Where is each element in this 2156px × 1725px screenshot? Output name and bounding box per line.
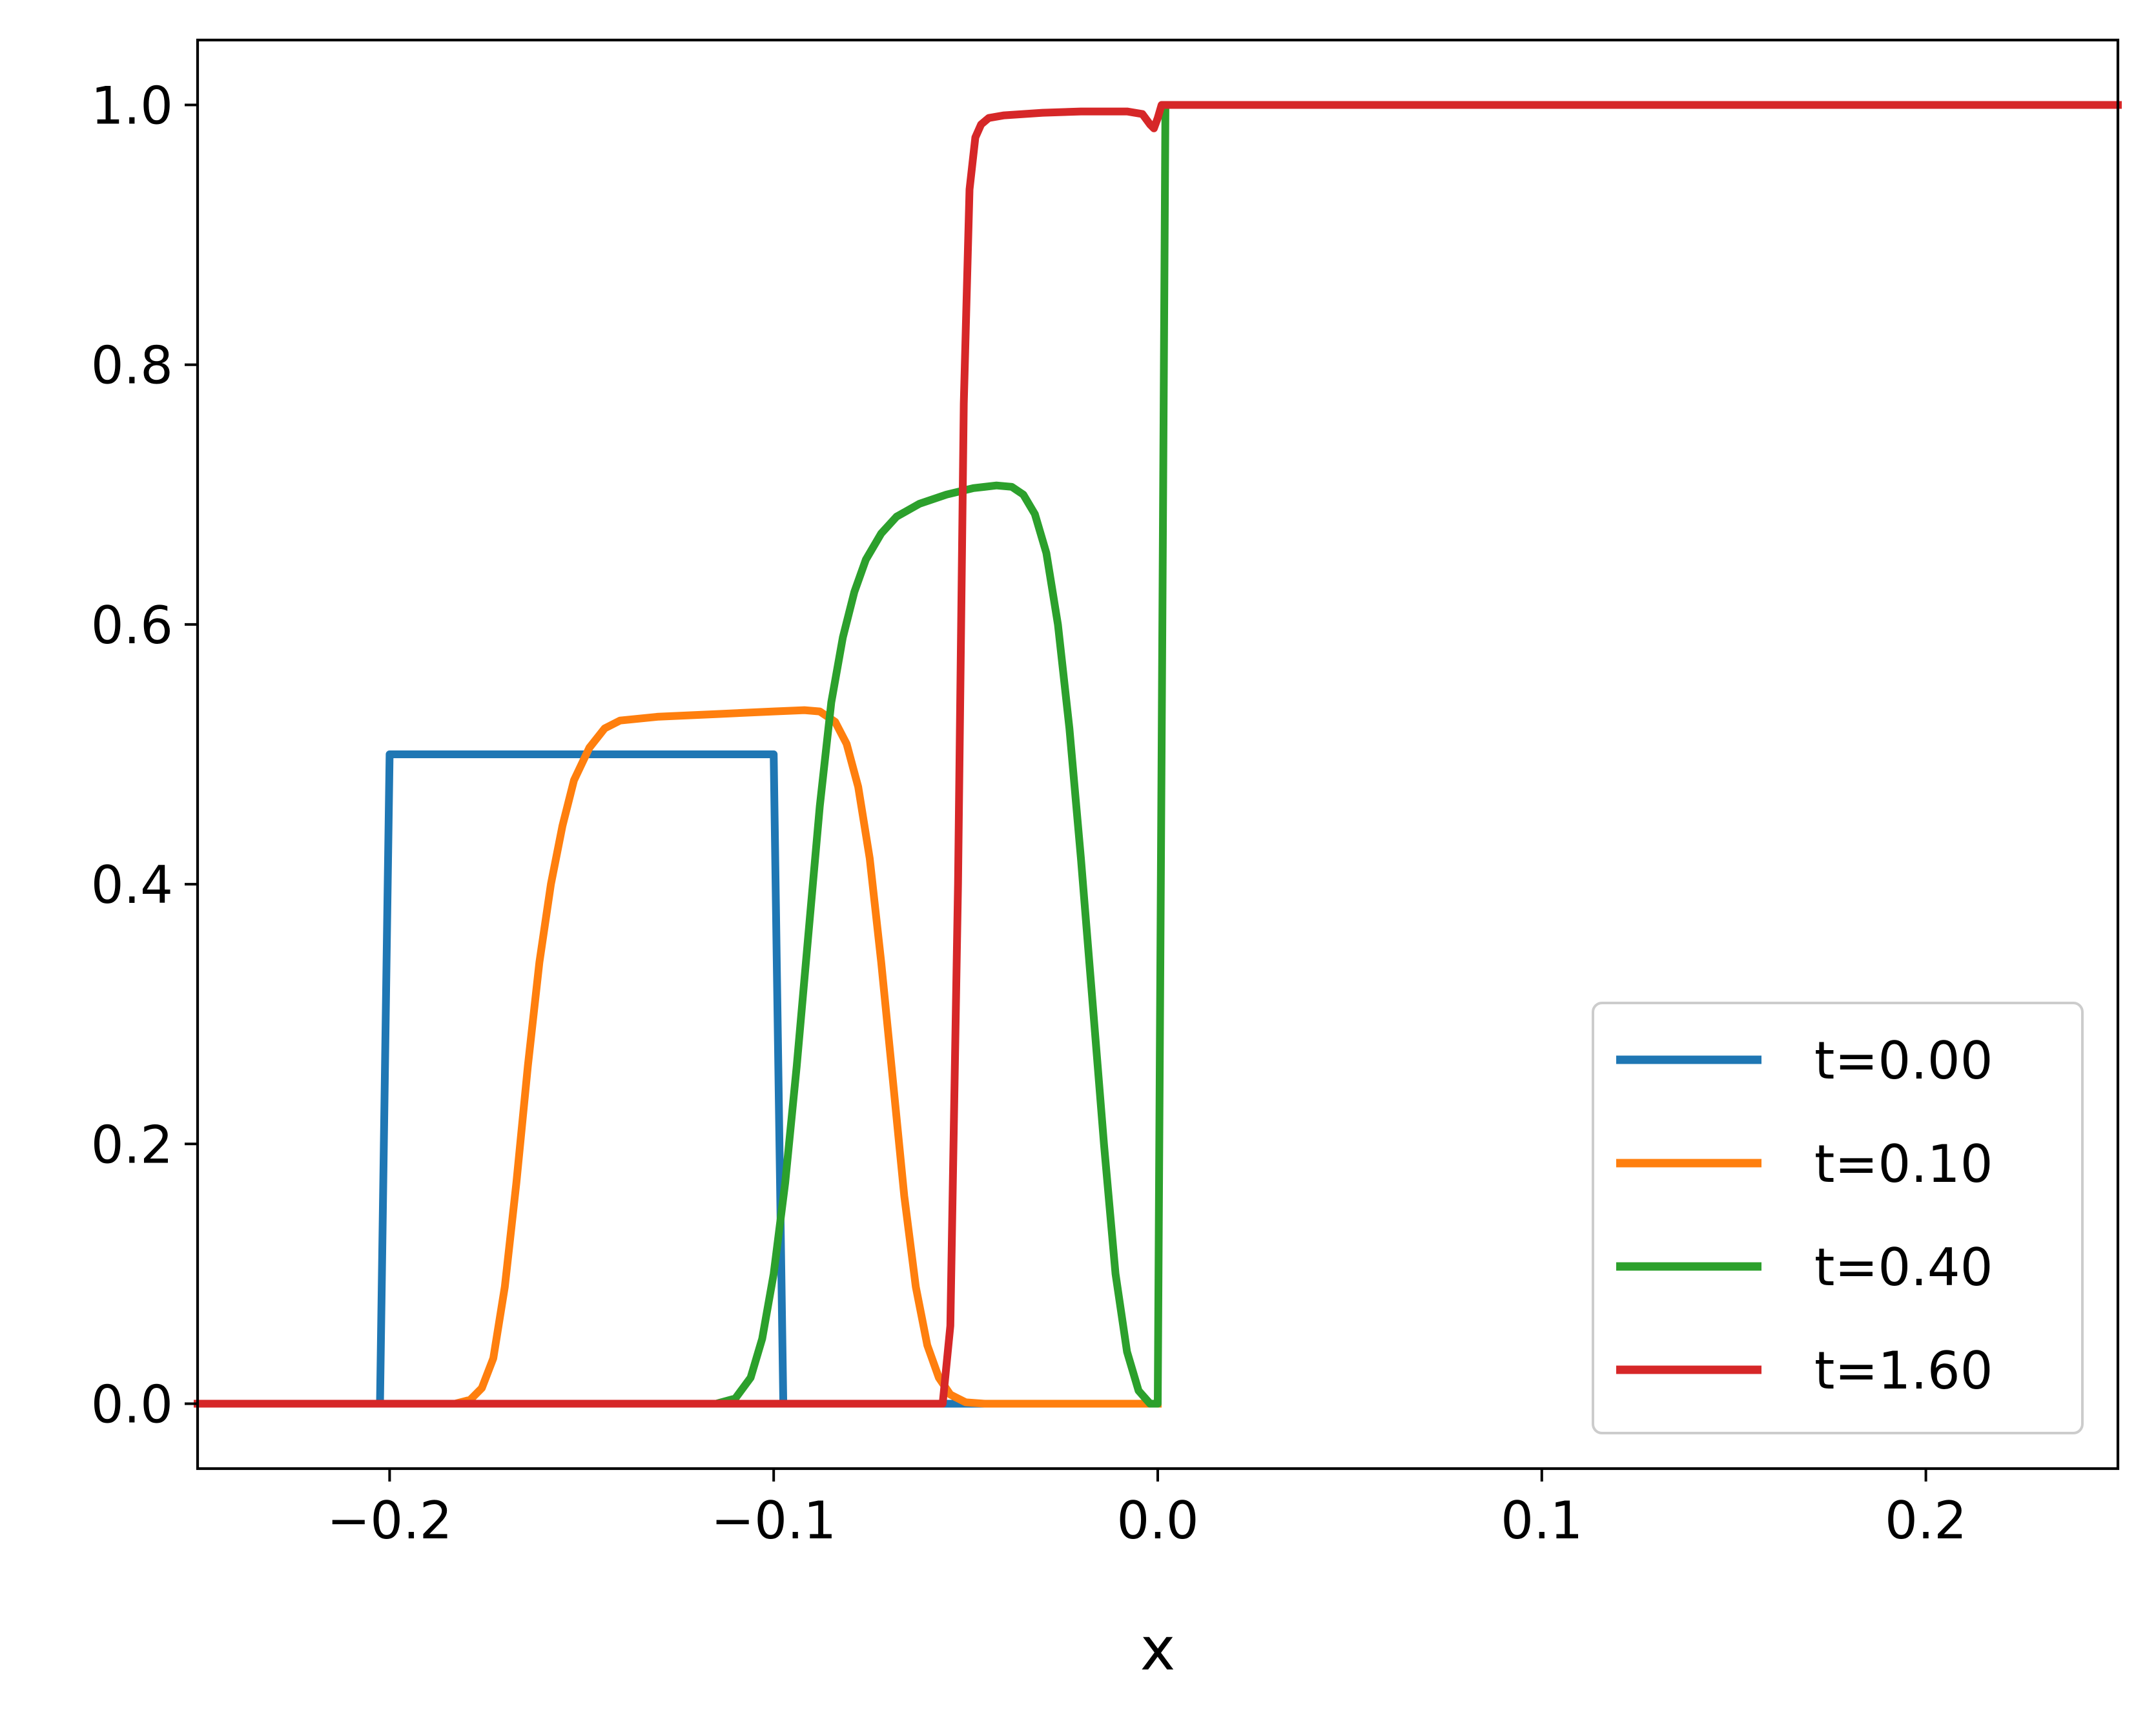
legend-label-0: t=0.00 (1814, 1031, 1993, 1091)
x-tick-label: −0.2 (327, 1491, 452, 1551)
y-tick-label: 0.6 (91, 595, 173, 656)
y-axis: 0.0 0.2 0.4 0.6 0.8 1.0 (91, 76, 198, 1434)
y-tick-label: 0.0 (91, 1374, 173, 1434)
y-tick-label: 0.8 (91, 336, 173, 396)
series-layer (194, 101, 2122, 1408)
y-tick-label: 1.0 (91, 76, 173, 136)
x-tick-label: 0.2 (1885, 1491, 1967, 1551)
y-tick-label: 0.4 (91, 855, 173, 915)
legend-label-2: t=0.40 (1814, 1237, 1993, 1297)
series-line-1 (194, 706, 1162, 1408)
x-tick-label: 0.1 (1501, 1491, 1583, 1551)
series-line-3 (194, 101, 2122, 1408)
legend-label-1: t=0.10 (1814, 1134, 1993, 1194)
x-tick-label: −0.1 (711, 1491, 836, 1551)
x-axis: −0.2 −0.1 0.0 0.1 0.2 (327, 1469, 1967, 1551)
legend-label-3: t=1.60 (1814, 1341, 1993, 1401)
legend-frame (1592, 1002, 2084, 1434)
x-tick-label: 0.0 (1116, 1491, 1198, 1551)
legend: t=0.00 t=0.10 t=0.40 t=1.60 (1592, 1002, 2084, 1434)
x-axis-title: x (1140, 1615, 1175, 1684)
y-tick-label: 0.2 (91, 1115, 173, 1175)
